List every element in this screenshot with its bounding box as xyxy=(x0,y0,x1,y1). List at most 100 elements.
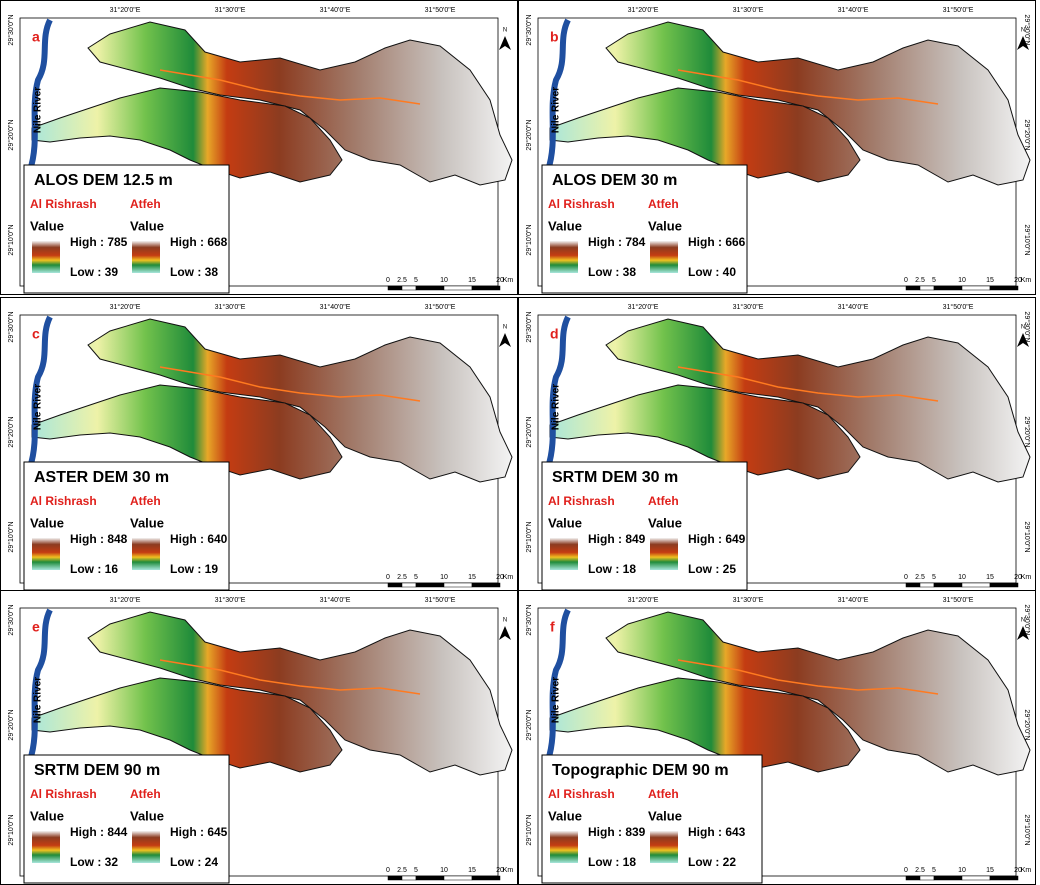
basin-name: Atfeh xyxy=(648,494,679,508)
scale-segment xyxy=(387,582,403,588)
low-label: Low : 32 xyxy=(70,855,118,869)
scale-label: 20 xyxy=(1014,867,1022,874)
color-ramp xyxy=(550,538,578,570)
low-label: Low : 38 xyxy=(170,265,218,279)
basin xyxy=(31,87,343,183)
north-label: N xyxy=(503,618,507,624)
scale-label: 0 xyxy=(904,277,908,284)
river-label: Nile River xyxy=(33,677,44,723)
high-label: High : 784 xyxy=(588,235,646,249)
left-coordinate: 29°20'0"N xyxy=(7,709,15,740)
map-panel: Nile River f N 31°20'0"E 31°30'0"E 31°40'0"E 3… xyxy=(518,590,1036,885)
low-label: Low : 40 xyxy=(688,265,736,279)
scale-label: 5 xyxy=(414,277,418,284)
scale-label: 20 xyxy=(496,574,504,581)
basin-name: Al Rishrash xyxy=(548,494,615,508)
value-heading: Value xyxy=(30,808,64,823)
river xyxy=(25,315,53,498)
value-heading: Value xyxy=(548,808,582,823)
scale-segment xyxy=(443,875,473,881)
top-coordinate: 31°50'0"E xyxy=(943,303,974,311)
scale-label: 10 xyxy=(440,574,448,581)
river-label: Nile River xyxy=(551,677,562,723)
scale-label: 10 xyxy=(440,277,448,284)
scale-segment xyxy=(387,285,403,291)
high-label: High : 668 xyxy=(170,235,228,249)
scale-label: Km xyxy=(1021,277,1032,284)
top-coordinate: 31°40'0"E xyxy=(838,596,869,604)
basin xyxy=(605,318,1031,483)
value-heading: Value xyxy=(548,218,582,233)
color-ramp xyxy=(32,831,60,863)
color-ramp xyxy=(32,538,60,570)
scale-label: 2.5 xyxy=(397,277,407,284)
river-label: Nile River xyxy=(551,87,562,133)
top-coordinate: 31°40'0"E xyxy=(320,6,351,14)
scale-label: 20 xyxy=(496,277,504,284)
scale-label: 10 xyxy=(958,574,966,581)
scale-label: Km xyxy=(503,867,514,874)
low-label: Low : 22 xyxy=(688,855,736,869)
basin xyxy=(31,384,343,480)
left-coordinate: 29°10'0"N xyxy=(525,224,533,255)
north-label: N xyxy=(1021,28,1025,34)
left-coordinate: 29°20'0"N xyxy=(525,709,533,740)
top-coordinate: 31°20'0"E xyxy=(628,596,659,604)
scale-label: 5 xyxy=(414,574,418,581)
left-coordinate: 29°30'0"N xyxy=(7,311,15,342)
high-label: High : 848 xyxy=(70,532,128,546)
basin xyxy=(549,87,861,183)
scale-segment xyxy=(905,285,921,291)
scale-label: 20 xyxy=(496,867,504,874)
top-coordinate: 31°50'0"E xyxy=(943,596,974,604)
color-ramp xyxy=(550,241,578,273)
north-arrow xyxy=(499,36,511,50)
basin-name: Atfeh xyxy=(130,197,161,211)
wadi xyxy=(677,366,939,402)
high-label: High : 645 xyxy=(170,825,228,839)
panel-letter: e xyxy=(32,619,40,635)
value-heading: Value xyxy=(130,515,164,530)
left-coordinate: 29°10'0"N xyxy=(7,814,15,845)
left-coordinate: 29°30'0"N xyxy=(525,311,533,342)
scale-segment xyxy=(401,875,417,881)
scale-segment xyxy=(961,285,991,291)
left-coordinate: 29°10'0"N xyxy=(525,521,533,552)
color-ramp xyxy=(132,831,160,863)
scale-label: 2.5 xyxy=(397,574,407,581)
left-coordinate: 29°30'0"N xyxy=(7,604,15,635)
value-heading: Value xyxy=(648,218,682,233)
basin-name: Al Rishrash xyxy=(30,197,97,211)
scale-label: 15 xyxy=(468,574,476,581)
low-label: Low : 18 xyxy=(588,562,636,576)
scale-segment xyxy=(415,875,445,881)
color-ramp xyxy=(650,538,678,570)
low-label: Low : 19 xyxy=(170,562,218,576)
scale-label: 2.5 xyxy=(915,574,925,581)
basin xyxy=(87,611,513,776)
north-label: N xyxy=(1021,325,1025,331)
scale-label: 5 xyxy=(932,277,936,284)
legend-title: SRTM DEM 30 m xyxy=(552,469,678,486)
top-coordinate: 31°30'0"E xyxy=(733,596,764,604)
north-arrow xyxy=(1017,333,1029,347)
scale-segment xyxy=(415,582,445,588)
basin xyxy=(87,21,513,186)
scale-label: 15 xyxy=(986,574,994,581)
scale-label: 0 xyxy=(904,574,908,581)
wadi xyxy=(677,69,939,105)
scale-segment xyxy=(933,285,963,291)
right-coordinate: 29°10'0"N xyxy=(1023,521,1031,552)
basin-name: Atfeh xyxy=(648,787,679,801)
basin-name: Al Rishrash xyxy=(548,197,615,211)
scale-segment xyxy=(905,582,921,588)
top-coordinate: 31°30'0"E xyxy=(215,596,246,604)
low-label: Low : 18 xyxy=(588,855,636,869)
map-panel: Nile River b N 31°20'0"E 31°30'0"E 31°40'0"E 3… xyxy=(518,0,1036,295)
scale-segment xyxy=(443,582,473,588)
color-ramp xyxy=(550,831,578,863)
color-ramp xyxy=(132,538,160,570)
